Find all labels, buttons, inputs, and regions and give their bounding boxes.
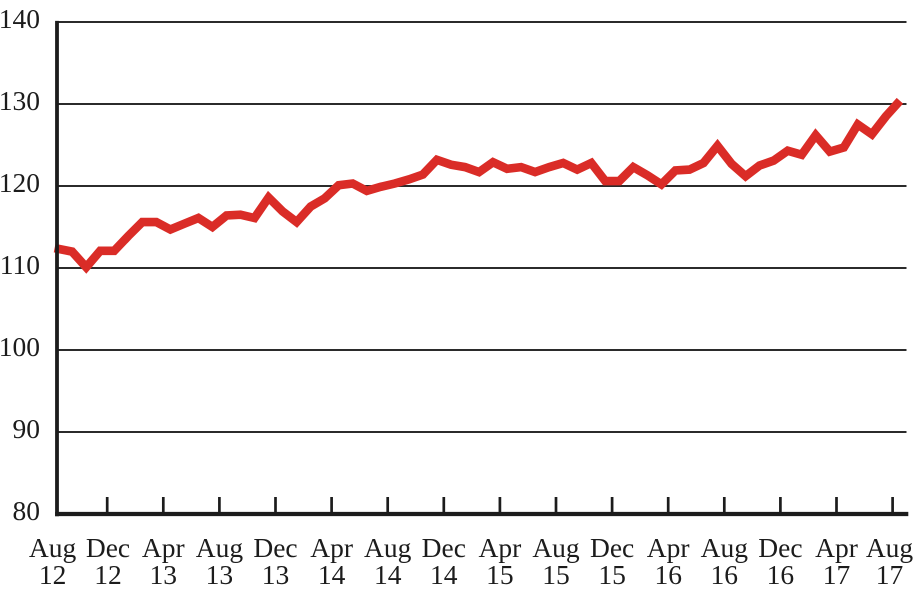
svg-text:15: 15 [486, 559, 514, 590]
svg-text:13: 13 [206, 559, 234, 590]
svg-text:16: 16 [767, 559, 795, 590]
svg-text:Dec: Dec [422, 532, 466, 563]
svg-text:16: 16 [654, 559, 682, 590]
svg-text:12: 12 [94, 559, 122, 590]
svg-text:110: 110 [0, 249, 40, 280]
svg-text:130: 130 [0, 85, 40, 116]
svg-text:14: 14 [318, 559, 346, 590]
svg-text:Aug: Aug [866, 532, 914, 563]
svg-text:14: 14 [430, 559, 458, 590]
svg-text:Aug: Aug [29, 532, 77, 563]
svg-text:100: 100 [0, 331, 40, 362]
svg-text:Apr: Apr [310, 532, 353, 563]
svg-text:15: 15 [542, 559, 570, 590]
svg-text:17: 17 [876, 559, 904, 590]
svg-text:90: 90 [13, 413, 41, 444]
svg-text:Apr: Apr [815, 532, 858, 563]
svg-text:Dec: Dec [253, 532, 297, 563]
svg-text:15: 15 [598, 559, 626, 590]
svg-text:17: 17 [823, 559, 851, 590]
svg-text:Dec: Dec [590, 532, 634, 563]
svg-text:140: 140 [0, 3, 40, 34]
svg-text:Dec: Dec [758, 532, 802, 563]
svg-text:Apr: Apr [479, 532, 522, 563]
svg-text:Aug: Aug [364, 532, 412, 563]
svg-text:16: 16 [711, 559, 739, 590]
svg-text:Aug: Aug [196, 532, 244, 563]
svg-text:14: 14 [374, 559, 402, 590]
svg-text:Apr: Apr [142, 532, 185, 563]
svg-text:12: 12 [39, 559, 67, 590]
svg-text:13: 13 [150, 559, 178, 590]
svg-text:80: 80 [13, 495, 41, 526]
svg-text:Aug: Aug [701, 532, 749, 563]
svg-text:13: 13 [262, 559, 290, 590]
svg-text:Apr: Apr [647, 532, 690, 563]
svg-text:Dec: Dec [86, 532, 130, 563]
svg-text:120: 120 [0, 167, 40, 198]
svg-text:Aug: Aug [532, 532, 580, 563]
